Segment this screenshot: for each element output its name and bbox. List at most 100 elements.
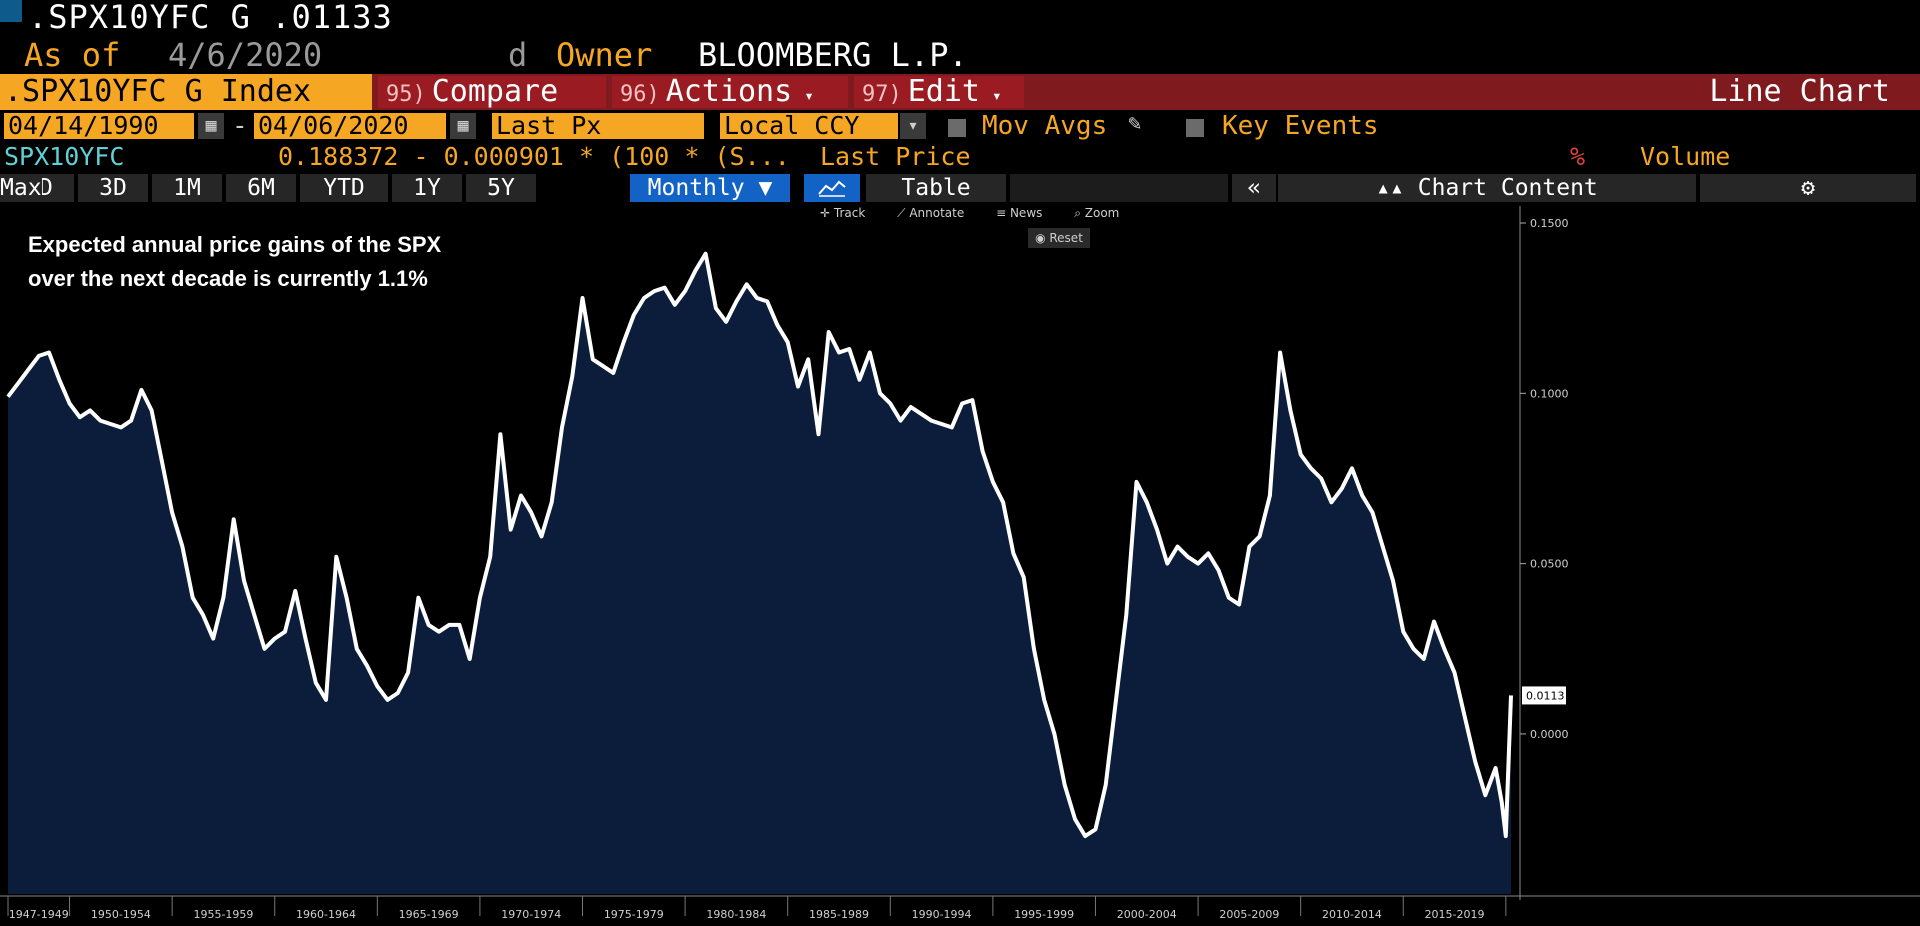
actions-number: 96) [620, 82, 660, 107]
x-tick-label: 1950-1954 [91, 908, 151, 921]
security-field[interactable]: .SPX10YFC G Index [0, 74, 372, 110]
actions-caret-icon: ▾ [804, 86, 814, 105]
price-chart[interactable]: 0.1500 0.1000 0.0500 0.0000 0.0113 1947-1949 1… [0, 206, 1920, 926]
chart-area: 0.1500 0.1000 0.0500 0.0000 0.0113 1947-1949 1… [0, 206, 1920, 926]
x-tick-label: 2000-2004 [1117, 908, 1177, 921]
x-tick-label: 1955-1959 [193, 908, 253, 921]
series-line [6, 251, 1513, 839]
owner-label: Owner [556, 36, 653, 74]
volume-label: Volume [1640, 142, 1731, 171]
last-price-label: Last Price [820, 142, 971, 171]
compare-number: 95) [386, 82, 426, 107]
percent-label: % [1570, 142, 1586, 171]
period-5y-button[interactable]: 5Y [466, 174, 536, 202]
date-range-bar: 04/14/1990 ▦ - 04/06/2020 ▦ Last Px Loca… [0, 110, 1920, 142]
actions-label: Actions [665, 74, 793, 109]
x-tick-label: 1947-1949 [9, 908, 69, 921]
owner-name: BLOOMBERG L.P. [698, 36, 968, 74]
track-tool[interactable]: ✛ Track [820, 206, 866, 220]
x-tick-label: 1975-1979 [604, 908, 664, 921]
compare-button[interactable]: 95) Compare [378, 76, 606, 108]
series-ticker: SPX10YFC [4, 142, 125, 171]
x-tick-label: 2010-2014 [1322, 908, 1382, 921]
reset-button[interactable]: ◉ Reset [1028, 228, 1090, 248]
frequency-dropdown[interactable]: Monthly ▼ [630, 174, 790, 202]
x-tick-label: 1990-1994 [912, 908, 972, 921]
chart-type-label: Line Chart [1709, 74, 1890, 109]
x-tick-label: 1995-1999 [1014, 908, 1074, 921]
x-tick-label: 1965-1969 [399, 908, 459, 921]
edit-caret-icon: ▾ [992, 86, 1002, 105]
period-1m-button[interactable]: 1M [152, 174, 222, 202]
actions-button[interactable]: 96) Actions ▾ [612, 76, 848, 108]
triangle-down-icon: ▼ [758, 175, 773, 201]
period-6m-button[interactable]: 6M [226, 174, 296, 202]
period-max-button[interactable]: Max [0, 174, 42, 202]
calendar-icon[interactable]: ▦ [450, 113, 476, 139]
as-of-date: 4/6/2020 [168, 36, 323, 74]
period-ytd-button[interactable]: YTD [300, 174, 388, 202]
line-chart-icon[interactable] [804, 174, 860, 202]
period-1y-button[interactable]: 1Y [392, 174, 462, 202]
chart-content-button[interactable]: ▴▴ Chart Content [1278, 174, 1696, 202]
x-tick-label: 1980-1984 [706, 908, 766, 921]
edit-number: 97) [862, 82, 902, 107]
edit-label: Edit [907, 74, 980, 109]
series-area [8, 253, 1511, 894]
track-label: Track [833, 206, 866, 220]
last-value-label: 0.0113 [1526, 689, 1565, 702]
end-date-field[interactable]: 04/06/2020 [254, 113, 446, 139]
frequency-label: Monthly [647, 175, 745, 201]
period-max-label: Max [0, 175, 42, 201]
chevron-down-icon[interactable]: ▾ [900, 113, 926, 139]
start-date-field[interactable]: 04/14/1990 [4, 113, 194, 139]
menu-bar: .SPX10YFC G Index 95) Compare 96) Actions ▾… [0, 74, 1920, 110]
last-value-box [1522, 686, 1566, 705]
y-tick-label: 0.0000 [1530, 728, 1569, 741]
x-tick-label: 1985-1989 [809, 908, 869, 921]
security-header: .SPX10YFC G .01133 [0, 0, 1920, 38]
annotation-line-2: over the next decade is currently 1.1% [28, 266, 428, 291]
calendar-icon[interactable]: ▦ [198, 113, 224, 139]
annotation-line-1: Expected annual price gains of the SPX [28, 232, 442, 257]
compare-label: Compare [431, 74, 559, 109]
chart-toolbar: ✛ Track ⟋ Annotate ≡ News ⌕ Zoom [820, 206, 1147, 224]
ticker-value: .SPX10YFC G .01133 [28, 0, 393, 36]
y-tick-label: 0.0500 [1530, 558, 1569, 571]
d-label: d [508, 36, 528, 74]
x-tick-label: 2015-2019 [1425, 908, 1485, 921]
series-formula: 0.188372 - 0.000901 * (100 * (S... [278, 142, 790, 171]
y-tick-label: 0.1000 [1530, 387, 1569, 400]
spacer-bar [1010, 174, 1228, 202]
period-bar: 1D 3D 1M 6M YTD 1Y 5Y Max Monthly ▼ Tabl… [0, 172, 1920, 204]
zoom-tool[interactable]: ⌕ Zoom [1074, 206, 1120, 220]
reset-label: Reset [1049, 231, 1083, 245]
table-button[interactable]: Table [866, 174, 1006, 202]
mov-avgs-checkbox[interactable] [948, 119, 966, 137]
y-tick-label: 0.1500 [1530, 217, 1569, 230]
pencil-icon[interactable]: ✎ [1128, 111, 1142, 136]
news-tool[interactable]: ≡ News [996, 206, 1043, 220]
period-3d-button[interactable]: 3D [78, 174, 148, 202]
x-tick-label: 1960-1964 [296, 908, 356, 921]
key-events-label[interactable]: Key Events [1222, 111, 1379, 141]
zoom-label: Zoom [1084, 206, 1120, 220]
edit-button[interactable]: 97) Edit ▾ [854, 76, 1024, 108]
date-dash: - [232, 111, 248, 141]
key-events-checkbox[interactable] [1186, 119, 1204, 137]
news-label: News [1009, 206, 1043, 220]
window-tab-marker [0, 0, 22, 22]
chart-content-label: Chart Content [1417, 175, 1598, 201]
as-of-label: As of [24, 36, 121, 74]
gear-icon[interactable]: ⚙ [1700, 174, 1916, 202]
collapse-icon[interactable]: « [1232, 174, 1276, 202]
x-tick-label: 1970-1974 [501, 908, 561, 921]
field-select[interactable]: Last Px [492, 113, 704, 139]
chart-annotation: Expected annual price gains of the SPX o… [28, 228, 441, 296]
series-info-bar: SPX10YFC 0.188372 - 0.000901 * (100 * (S… [0, 142, 1920, 172]
currency-select[interactable]: Local CCY [720, 113, 898, 139]
annotate-tool[interactable]: ⟋ Annotate [897, 206, 965, 220]
x-tick-label: 2005-2009 [1219, 908, 1279, 921]
as-of-row: As of 4/6/2020 d Owner BLOOMBERG L.P. [0, 36, 1920, 74]
mov-avgs-label[interactable]: Mov Avgs [982, 111, 1108, 141]
